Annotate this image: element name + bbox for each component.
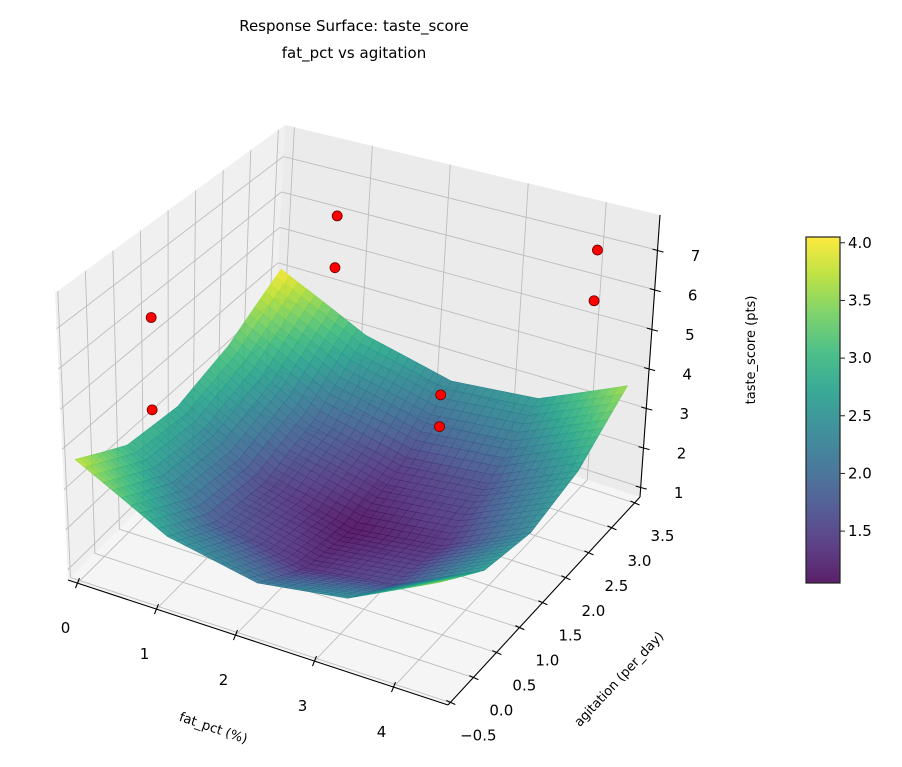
z-tick-label: 5 [685, 326, 695, 344]
y-tick-label: 0.5 [512, 677, 536, 695]
gridline-y [94, 552, 474, 678]
z-tick [643, 367, 656, 372]
scatter-points [145, 210, 603, 433]
z-tick [649, 288, 661, 293]
gridline-z [279, 226, 653, 330]
tick-labels: 0 1 2 3 4 −0.5 0.0 0.5 1.0 1.5 2.02.5 3.0 3.5 1 2 3 4 5 6 7 [61, 247, 701, 744]
data-point [588, 295, 600, 307]
data-point [331, 210, 343, 222]
gridline-z [58, 191, 282, 370]
colorbar-tick-label: 2.5 [848, 407, 872, 425]
y-tick [515, 625, 525, 631]
chart-title: Response Surface: taste_score [239, 17, 469, 36]
y-tick [584, 550, 594, 556]
colorbar-tick-label: 3.5 [848, 291, 872, 309]
z-tick [638, 446, 650, 451]
y-tick [630, 500, 640, 506]
gridline-z [59, 227, 281, 410]
y-tick-label: 2.5 [605, 577, 629, 595]
y-tick [492, 650, 502, 656]
colorbar-tick-label: 2.0 [848, 464, 872, 482]
y-tick-label: 1.0 [535, 652, 559, 670]
y-tick-label: 3.0 [628, 552, 652, 570]
gridline-z [281, 191, 655, 291]
surface-facet [429, 581, 444, 585]
z-tick [641, 406, 653, 411]
z-tick-label: 2 [677, 445, 687, 463]
z-tick-label: 6 [688, 287, 698, 305]
y-tick-label: −0.5 [460, 727, 496, 745]
gridline-z [277, 262, 650, 370]
x-tick-label: 4 [377, 723, 387, 741]
y-axis-line [447, 496, 641, 706]
x-tick-label: 0 [61, 619, 71, 637]
colorbar [805, 236, 841, 584]
y-tick-label: 3.5 [651, 527, 675, 545]
x-tick-label: 2 [219, 671, 229, 689]
z-tick-label: 4 [682, 366, 692, 384]
x-tick [311, 655, 317, 667]
z-tick [646, 327, 659, 332]
gridline-y [57, 290, 71, 578]
x-tick [153, 603, 159, 615]
gridline-z [283, 156, 658, 251]
gridline-y [70, 577, 451, 703]
colorbar-tick-label: 1.5 [848, 522, 872, 540]
y-tick-label: 0.0 [489, 702, 513, 720]
data-point [434, 421, 445, 433]
colorbar-tick-label: 4.0 [848, 234, 872, 252]
z-tick [652, 248, 664, 253]
z-tick-label: 1 [674, 484, 684, 502]
y-tick-label: 2.0 [581, 602, 605, 620]
z-tick [635, 485, 647, 490]
y-tick [446, 700, 456, 706]
data-point [145, 312, 157, 323]
axis-lines [67, 214, 664, 706]
z-axis-line [639, 214, 661, 498]
z-tick-label: 7 [691, 247, 701, 265]
data-point [592, 244, 603, 256]
y-axis-label: agitation (per_day) [572, 629, 668, 730]
gridline-x [393, 479, 588, 688]
x-axis-label: fat_pct (%) [177, 710, 249, 747]
chart-subtitle: fat_pct vs agitation [282, 44, 426, 63]
z-tick-label: 3 [680, 405, 690, 423]
gridline-y [84, 270, 96, 554]
data-point [435, 389, 447, 401]
colorbar-ticks: 1.5 2.0 2.5 3.0 3.5 4.0 [840, 234, 872, 540]
z-axis-label: taste_score (pts) [744, 296, 759, 405]
surface [74, 268, 629, 599]
y-tick [469, 675, 479, 681]
x-tick-label: 3 [298, 697, 308, 715]
y-tick [538, 600, 548, 606]
gridline-z [61, 262, 279, 450]
x-tick [232, 629, 238, 641]
y-tick [607, 525, 617, 531]
gridline-z [56, 156, 284, 330]
data-point [329, 262, 341, 274]
colorbar-tick-label: 3.0 [848, 349, 872, 367]
x-tick [74, 577, 80, 589]
y-tick [561, 575, 571, 581]
y-tick-label: 1.5 [558, 627, 582, 645]
data-point [146, 404, 158, 416]
x-tick-label: 1 [140, 645, 150, 663]
x-axis-line [67, 579, 449, 706]
x-tick [390, 681, 396, 693]
